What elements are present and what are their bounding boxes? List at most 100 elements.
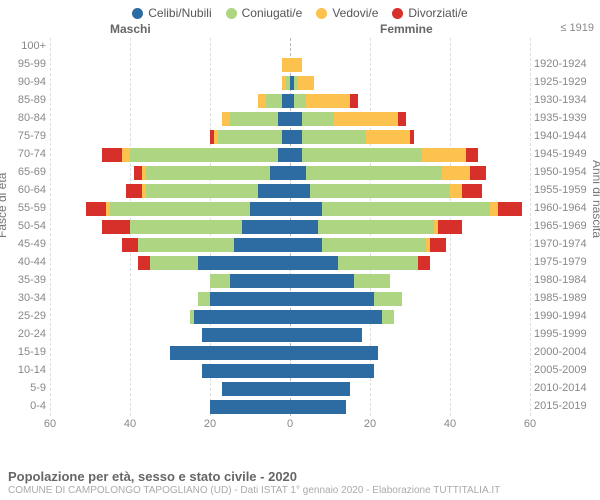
- legend-swatch: [392, 8, 403, 19]
- bar-segment: [334, 112, 398, 126]
- bar-female: [290, 400, 346, 414]
- age-label: 85-89: [2, 94, 46, 106]
- legend-item: Vedovi/e: [316, 6, 378, 20]
- bar-segment: [498, 202, 522, 216]
- bar-segment: [302, 112, 334, 126]
- bar-segment: [102, 220, 130, 234]
- birth-label: 2010-2014: [534, 382, 596, 394]
- bar-female: [290, 310, 394, 324]
- age-label: 65-69: [2, 166, 46, 178]
- bar-segment: [442, 166, 470, 180]
- birth-label: 1965-1969: [534, 220, 596, 232]
- bar-segment: [230, 112, 278, 126]
- column-headers: Maschi Femmine ≤ 1919: [0, 22, 600, 38]
- bar-male: [138, 256, 290, 270]
- bar-male: [198, 292, 290, 306]
- pyramid-row: 75-791940-1944: [50, 128, 530, 146]
- bar-segment: [290, 310, 382, 324]
- pyramid-row: 15-192000-2004: [50, 344, 530, 362]
- bar-male: [210, 274, 290, 288]
- bar-segment: [418, 256, 430, 270]
- bar-male: [122, 238, 290, 252]
- age-label: 60-64: [2, 184, 46, 196]
- legend-label: Coniugati/e: [242, 6, 303, 20]
- birth-label: 1985-1989: [534, 292, 596, 304]
- bar-segment: [146, 166, 270, 180]
- bar-male: [222, 112, 290, 126]
- age-label: 25-29: [2, 310, 46, 322]
- bar-segment: [126, 184, 142, 198]
- age-label: 0-4: [2, 400, 46, 412]
- bar-segment: [410, 130, 414, 144]
- bar-segment: [146, 184, 258, 198]
- bar-segment: [282, 130, 290, 144]
- bar-segment: [306, 94, 350, 108]
- bar-segment: [202, 364, 290, 378]
- bar-segment: [290, 148, 302, 162]
- birth-label: 1995-1999: [534, 328, 596, 340]
- bar-segment: [450, 184, 462, 198]
- birth-label: 1970-1974: [534, 238, 596, 250]
- pyramid-row: 20-241995-1999: [50, 326, 530, 344]
- age-label: 5-9: [2, 382, 46, 394]
- bar-segment: [302, 148, 422, 162]
- bar-segment: [198, 256, 290, 270]
- bar-female: [290, 238, 446, 252]
- legend: Celibi/NubiliConiugati/eVedovi/eDivorzia…: [0, 0, 600, 22]
- pyramid-row: 70-741945-1949: [50, 146, 530, 164]
- bar-segment: [374, 292, 402, 306]
- bar-segment: [438, 220, 462, 234]
- pyramid-row: 40-441975-1979: [50, 254, 530, 272]
- bar-segment: [354, 274, 390, 288]
- bar-segment: [222, 382, 290, 396]
- bar-segment: [130, 220, 242, 234]
- bar-segment: [290, 364, 374, 378]
- pyramid-row: 5-92010-2014: [50, 380, 530, 398]
- bar-female: [290, 58, 302, 72]
- bar-segment: [310, 184, 450, 198]
- age-label: 75-79: [2, 130, 46, 142]
- pyramid-row: 55-591960-1964: [50, 200, 530, 218]
- birth-label: 1920-1924: [534, 58, 596, 70]
- bar-female: [290, 364, 374, 378]
- bar-segment: [290, 382, 350, 396]
- bar-segment: [234, 238, 290, 252]
- bar-female: [290, 382, 350, 396]
- bar-segment: [258, 94, 266, 108]
- chart-area: Fasce di età Anni di nascita 100+95-9919…: [0, 38, 600, 438]
- bar-segment: [290, 220, 318, 234]
- bar-segment: [422, 148, 466, 162]
- bar-male: [102, 220, 290, 234]
- age-label: 50-54: [2, 220, 46, 232]
- bar-segment: [294, 94, 306, 108]
- header-female: Femmine: [380, 22, 433, 36]
- bar-male: [282, 58, 290, 72]
- birth-label: 2015-2019: [534, 400, 596, 412]
- pyramid-row: 30-341985-1989: [50, 290, 530, 308]
- bar-segment: [290, 58, 302, 72]
- header-male: Maschi: [110, 22, 151, 36]
- pyramid-row: 90-941925-1929: [50, 74, 530, 92]
- bar-segment: [110, 202, 250, 216]
- pyramid-row: 0-42015-2019: [50, 398, 530, 416]
- age-label: 70-74: [2, 148, 46, 160]
- bar-male: [222, 382, 290, 396]
- bar-female: [290, 292, 402, 306]
- bar-segment: [382, 310, 394, 324]
- birth-label: 2000-2004: [534, 346, 596, 358]
- x-tick: 60: [44, 418, 56, 430]
- birth-label: 1955-1959: [534, 184, 596, 196]
- bar-segment: [290, 256, 338, 270]
- age-label: 10-14: [2, 364, 46, 376]
- bar-male: [282, 76, 290, 90]
- bar-segment: [282, 94, 290, 108]
- legend-swatch: [226, 8, 237, 19]
- bar-segment: [258, 184, 290, 198]
- bar-segment: [122, 238, 138, 252]
- bar-segment: [338, 256, 418, 270]
- bar-male: [86, 202, 290, 216]
- age-label: 55-59: [2, 202, 46, 214]
- birth-label: 1960-1964: [534, 202, 596, 214]
- bar-segment: [230, 274, 290, 288]
- bar-female: [290, 274, 390, 288]
